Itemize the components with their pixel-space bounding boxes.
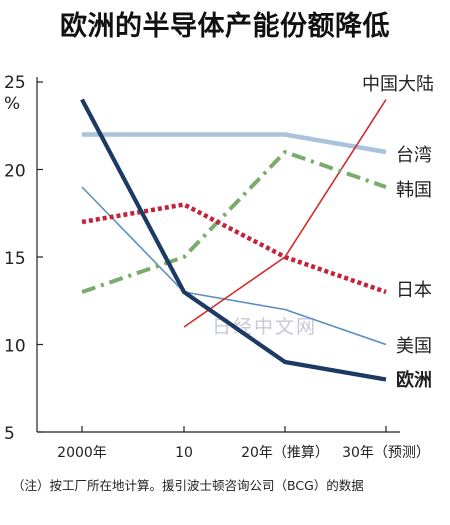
x-tick-label: 10: [175, 445, 193, 461]
x-tick-label: 20年（推算）: [241, 445, 329, 461]
series-label-台湾: 台湾: [396, 145, 432, 166]
series-line-欧洲: [80, 98, 387, 382]
watermark-layer: 日经中文网: [212, 316, 317, 338]
y-tick-label: 15: [4, 249, 26, 269]
y-tick-label: 5: [4, 424, 15, 444]
y-tick-label: 10: [4, 337, 26, 357]
series-label-美国: 美国: [396, 336, 432, 357]
series-layer: [80, 98, 387, 382]
chart-axes: 5 10 15 20 25% 2000年 10 20年（推算） 30年（预测）: [4, 73, 430, 461]
series-line-韩国: [81, 150, 387, 294]
y-axis-unit: %: [4, 94, 20, 114]
y-tick-label: 25: [4, 73, 26, 93]
footnote: （注）按工厂所在地计算。援引波士顿咨询公司（BCG）的数据: [12, 478, 364, 493]
series-label-欧洲: 欧洲: [396, 369, 432, 391]
series-line-台湾: [82, 132, 387, 155]
series-line-日本: [81, 202, 387, 295]
chart-title: 欧洲的半导体产能份额降低: [60, 11, 390, 42]
series-label-日本: 日本: [396, 280, 432, 301]
x-tick-label: 2000年: [57, 445, 107, 461]
y-tick-label: 20: [4, 162, 26, 182]
series-label-韩国: 韩国: [396, 180, 432, 201]
series-label-中国大陆: 中国大陆: [362, 74, 434, 95]
x-tick-label: 30年（预测）: [342, 445, 430, 461]
series-line-美国: [81, 186, 387, 346]
watermark: 日经中文网: [212, 316, 317, 338]
